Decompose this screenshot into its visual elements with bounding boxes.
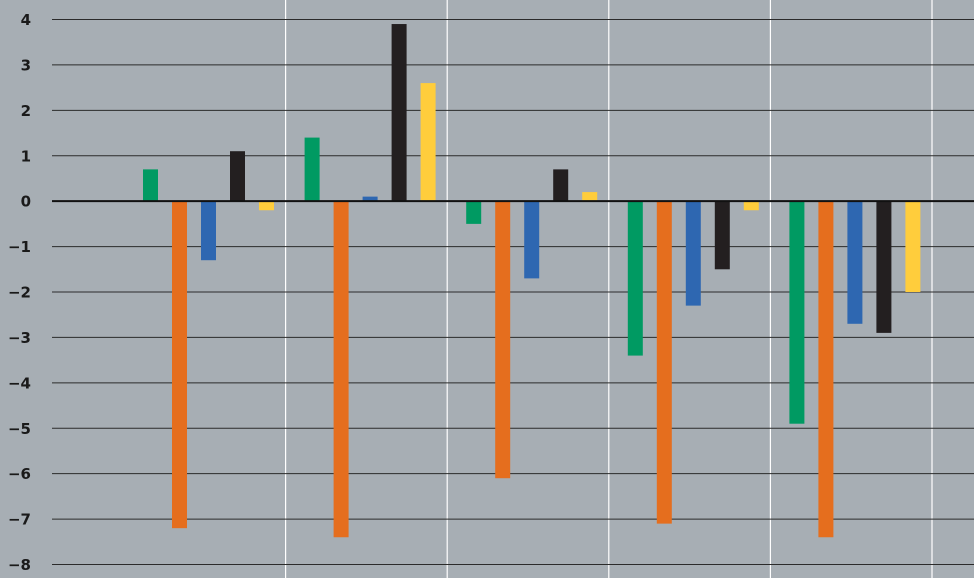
bar [391,24,407,202]
y-axis: 4 3 2 1 0 −1 −2 −3 −4 −5 −6 −7 −8 [8,11,31,574]
bar [466,201,482,224]
bar [143,169,158,202]
bar [685,201,701,306]
y-tick-label: −6 [8,465,31,483]
bar [876,201,892,333]
y-tick-label: −8 [8,556,31,574]
bar [304,137,320,202]
y-tick-label: −7 [8,511,31,529]
bars [143,24,921,538]
bar [553,169,569,202]
bar [743,201,759,211]
bar [847,201,863,324]
y-tick-label: 2 [21,102,31,120]
bar [172,201,187,529]
y-tick-label: −1 [8,238,31,256]
y-tick-label: 3 [21,56,31,74]
bar [230,151,245,202]
bar [818,201,834,538]
bar [524,201,540,279]
y-tick-label: 4 [21,11,31,29]
bar [333,201,349,538]
bar [420,83,436,202]
grid [52,0,974,578]
bar [714,201,730,270]
bar [582,192,598,202]
bar [495,201,511,479]
y-tick-label: −2 [8,284,31,302]
y-tick-label: −3 [8,329,31,347]
bar [656,201,672,524]
y-tick-label: 0 [21,193,31,211]
bar [259,201,274,211]
y-tick-label: 1 [21,147,31,165]
y-tick-label: −5 [8,420,31,438]
bar [789,201,805,424]
bar [627,201,643,356]
bar [905,201,921,292]
bar [201,201,216,261]
y-tick-label: −4 [8,374,31,392]
bar [362,196,378,202]
